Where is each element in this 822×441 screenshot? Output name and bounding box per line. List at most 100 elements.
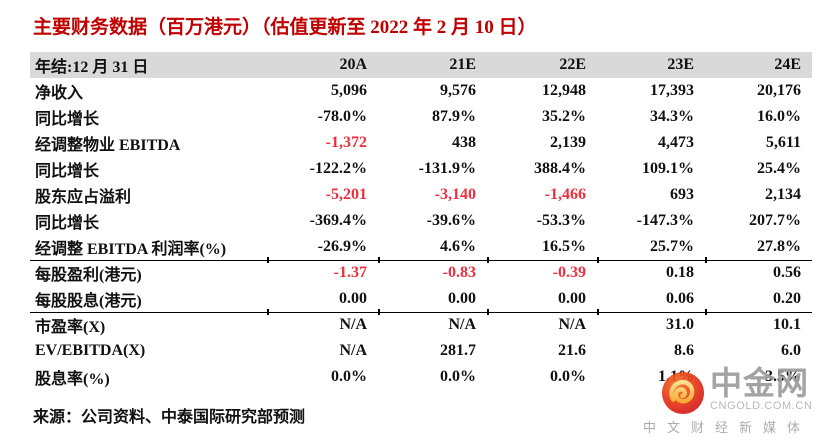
column-tick	[487, 309, 489, 315]
watermark-top: 中金网 CNGOLD.COM.CN	[643, 366, 819, 415]
table-cell: -0.39	[487, 259, 597, 286]
table-row: 净收入 5,096 9,576 12,948 17,393 20,176	[30, 78, 812, 104]
table-cell: -0.83	[378, 259, 487, 286]
watermark: 中金网 CNGOLD.COM.CN 中文财经新媒体	[643, 366, 819, 436]
column-header: 24E	[774, 56, 801, 73]
table-cell: 20,176	[757, 82, 801, 99]
table-row: 每股盈利(港元) -1.37 -0.83 -0.39 0.18 0.56	[30, 259, 812, 286]
table-cell: 2,139	[550, 134, 586, 151]
table-header-label: 年结:12 月 31 日	[35, 59, 149, 76]
watermark-domain: CNGOLD.COM.CN	[710, 400, 813, 412]
table-cell: 0.0%	[440, 368, 476, 385]
table-cell: 31.0	[597, 311, 705, 338]
table-cell: 10.1	[705, 311, 812, 338]
row-label: 净收入	[35, 85, 84, 102]
table-cell: N/A	[378, 311, 487, 338]
table-cell: -122.2%	[309, 160, 367, 177]
table-row: 同比增长 -78.0% 87.9% 35.2% 34.3% 16.0%	[30, 104, 812, 130]
row-label: 同比增长	[35, 111, 100, 128]
column-tick	[487, 257, 489, 263]
table-cell: 9,576	[440, 82, 476, 99]
financial-table: 年结:12 月 31 日 20A 21E 22E 23E 24E 净收入 5,096 9,5…	[30, 52, 812, 390]
row-label: 每股股息(港元)	[35, 292, 142, 310]
column-tick	[705, 309, 707, 315]
table-cell: 0.00	[558, 289, 586, 307]
column-header: 22E	[559, 56, 586, 73]
column-tick	[597, 257, 599, 263]
column-header: 23E	[667, 56, 694, 73]
row-label: 同比增长	[35, 163, 100, 180]
row-label: EV/EBITDA(X)	[35, 342, 146, 359]
column-tick	[267, 309, 269, 315]
row-label: 每股盈利(港元)	[30, 259, 267, 286]
table-cell: 0.18	[597, 259, 705, 286]
table-cell: 16.0%	[757, 108, 801, 125]
row-label: 同比增长	[35, 215, 100, 232]
table-row: 同比增长 -122.2% -131.9% 388.4% 109.1% 25.4%	[30, 156, 812, 182]
table-cell: 5,611	[765, 134, 801, 151]
table-row: 每股股息(港元) 0.00 0.00 0.00 0.06 0.20	[30, 286, 812, 312]
table-cell: 109.1%	[642, 160, 694, 177]
financial-table-container: 年结:12 月 31 日 20A 21E 22E 23E 24E 净收入 5,096 9,5…	[30, 52, 812, 390]
row-label: 经调整物业 EBITDA	[35, 137, 181, 154]
table-cell: 5,096	[331, 82, 367, 99]
table-cell: N/A	[487, 311, 597, 338]
table-cell: 34.3%	[650, 108, 694, 125]
table-cell: 0.00	[339, 289, 367, 307]
table-cell: 693	[670, 186, 694, 203]
table-cell: 27.8%	[757, 237, 801, 255]
table-cell: 17,393	[650, 82, 694, 99]
table-cell: 0.56	[705, 259, 812, 286]
column-header: 20A	[339, 56, 367, 73]
table-cell: N/A	[267, 311, 378, 338]
table-row: 经调整 EBITDA 利润率(%) -26.9% 4.6% 16.5% 25.7% 27.…	[30, 234, 812, 260]
row-label: 股东应占溢利	[35, 189, 132, 206]
table-cell: -147.3%	[636, 212, 694, 229]
table-header-row: 年结:12 月 31 日 20A 21E 22E 23E 24E	[30, 52, 812, 78]
table-cell: 87.9%	[432, 108, 476, 125]
table-cell: 438	[452, 134, 476, 151]
source-note: 来源：公司资料、中泰国际研究部预测	[33, 409, 306, 426]
table-cell: -5,201	[325, 186, 367, 203]
table-cell: 0.0%	[550, 368, 586, 385]
watermark-brand: 中金网	[710, 365, 810, 401]
table-cell: -39.6%	[426, 212, 476, 229]
table-row: 同比增长 -369.4% -39.6% -53.3% -147.3% 207.7%	[30, 208, 812, 234]
table-cell: -78.0%	[317, 108, 367, 125]
column-header: 21E	[449, 56, 476, 73]
table-cell: 3.5%	[765, 368, 801, 385]
table-cell: 0.20	[773, 289, 801, 307]
row-label: 市盈率(X)	[30, 311, 267, 338]
column-tick	[267, 257, 269, 263]
table-cell: 4,473	[658, 134, 694, 151]
table-cell: 6.0	[781, 342, 801, 359]
table-cell: 0.06	[666, 289, 694, 307]
table-cell: -1.37	[267, 259, 378, 286]
watermark-text: 中金网 CNGOLD.COM.CN	[710, 366, 813, 412]
table-cell: 0.0%	[331, 368, 367, 385]
table-cell: 207.7%	[749, 212, 801, 229]
table-cell: 25.4%	[757, 160, 801, 177]
table-cell: 21.6	[558, 342, 586, 359]
row-label: 经调整 EBITDA 利润率(%)	[35, 240, 227, 258]
row-label: 股息率(%)	[35, 371, 110, 388]
table-cell: 0.00	[448, 289, 476, 307]
table-cell: -3,140	[434, 186, 476, 203]
table-cell: -26.9%	[317, 237, 367, 255]
table-row: 股息率(%)0.0%0.0%0.0%1.1%3.5%	[30, 364, 812, 390]
table-cell: 4.6%	[440, 237, 476, 255]
table-row: 市盈率(X) N/A N/A N/A 31.0 10.1	[30, 311, 812, 338]
table-cell: 8.6	[674, 342, 694, 359]
table-cell: 388.4%	[534, 160, 586, 177]
table-cell: -53.3%	[536, 212, 586, 229]
table-cell: N/A	[339, 342, 367, 359]
table-cell: 2,134	[765, 186, 801, 203]
column-tick	[597, 309, 599, 315]
table-cell: 281.7	[440, 342, 476, 359]
table-cell: 35.2%	[542, 108, 586, 125]
table-row: 经调整物业 EBITDA -1,372 438 2,139 4,473 5,611	[30, 130, 812, 156]
table-row: 股东应占溢利 -5,201 -3,140 -1,466 693 2,134	[30, 182, 812, 208]
table-cell: -131.9%	[418, 160, 476, 177]
watermark-tagline: 中文财经新媒体	[643, 420, 812, 435]
cngold-logo-icon	[661, 371, 705, 415]
